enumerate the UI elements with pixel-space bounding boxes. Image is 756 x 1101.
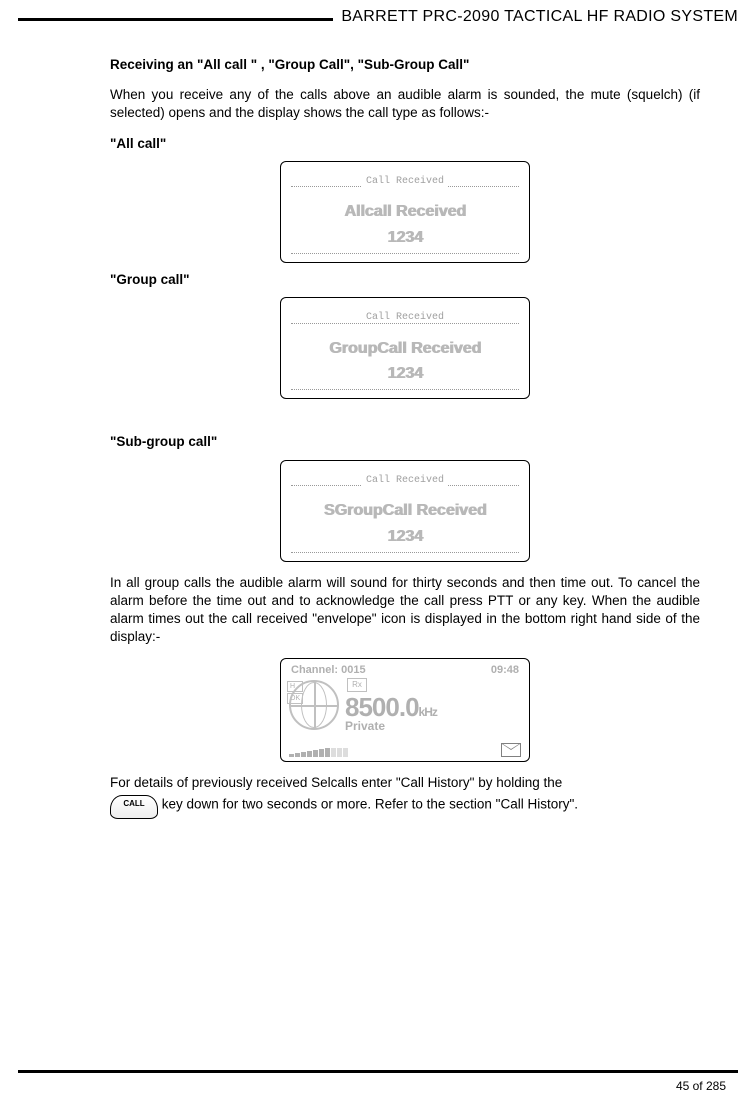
lcd-line2: 1234 (281, 363, 529, 385)
frequency: 8500.0kHz (345, 694, 529, 720)
paragraph-3: For details of previously received Selca… (110, 774, 700, 816)
lcd-header-row: Call Received (291, 467, 519, 487)
footer-rule (18, 1070, 738, 1073)
lcd-body: GroupCall Received 1234 (281, 338, 529, 385)
lcd-body: SGroupCall Received 1234 (281, 500, 529, 547)
envelope-icon (501, 743, 521, 757)
battery-row: Rx (345, 678, 529, 692)
intro-paragraph: When you receive any of the calls above … (110, 86, 700, 122)
channel-label: Channel: 0015 (291, 663, 366, 678)
lcd-bottom-rule (291, 389, 519, 390)
rx-indicator: Rx (347, 678, 367, 692)
signal-bars-icon (289, 748, 348, 757)
lcd-groupcall: Call Received GroupCall Received 1234 (280, 297, 530, 399)
lcd-subgroup: Call Received SGroupCall Received 1234 (280, 460, 530, 562)
lcd-bottom-rule (291, 552, 519, 553)
channel-body: Rx 8500.0kHz Private (281, 678, 529, 734)
allcall-label: "All call" (110, 135, 700, 153)
lcd-header-text: Call Received (362, 312, 448, 323)
page-content: Receiving an "All call " , "Group Call",… (0, 24, 756, 817)
paragraph-2: In all group calls the audible alarm wil… (110, 574, 700, 647)
para3-part-a: For details of previously received Selca… (110, 775, 562, 790)
lcd-header-row: Call Received (291, 304, 519, 324)
lcd-line1: GroupCall Received (281, 338, 529, 360)
lcd-allcall: Call Received Allcall Received 1234 (280, 161, 530, 263)
page-number: 45 of 285 (676, 1079, 726, 1093)
channel-top-row: Channel: 0015 09:48 (281, 659, 529, 678)
signal-row (289, 743, 521, 757)
lcd-line2: 1234 (281, 227, 529, 249)
mode-label: Private (345, 718, 529, 734)
lcd-header-row: Call Received (291, 168, 519, 188)
header-title: BARRETT PRC-2090 TACTICAL HF RADIO SYSTE… (333, 8, 738, 26)
globe-icon (289, 680, 339, 730)
lcd-line2: 1234 (281, 526, 529, 548)
subgroup-label: "Sub-group call" (110, 433, 700, 451)
lcd-header-text: Call Received (362, 475, 448, 486)
lcd-bottom-rule (291, 253, 519, 254)
freq-unit: kHz (419, 705, 437, 719)
channel-time: 09:48 (491, 663, 519, 678)
header-rule: BARRETT PRC-2090 TACTICAL HF RADIO SYSTE… (18, 18, 738, 24)
groupcall-label: "Group call" (110, 271, 700, 289)
channel-right: Rx 8500.0kHz Private (339, 678, 529, 734)
para3-part-b: key down for two seconds or more. Refer … (162, 796, 578, 811)
lcd-line1: SGroupCall Received (281, 500, 529, 522)
lcd-line1: Allcall Received (281, 201, 529, 223)
call-key-icon: CALL (110, 795, 158, 819)
lcd-body: Allcall Received 1234 (281, 201, 529, 248)
lcd-header-text: Call Received (362, 176, 448, 187)
section-heading: Receiving an "All call " , "Group Call",… (110, 56, 700, 74)
lcd-channel-display: Channel: 0015 09:48 H OK Rx 8500.0kHz Pr… (280, 658, 530, 762)
